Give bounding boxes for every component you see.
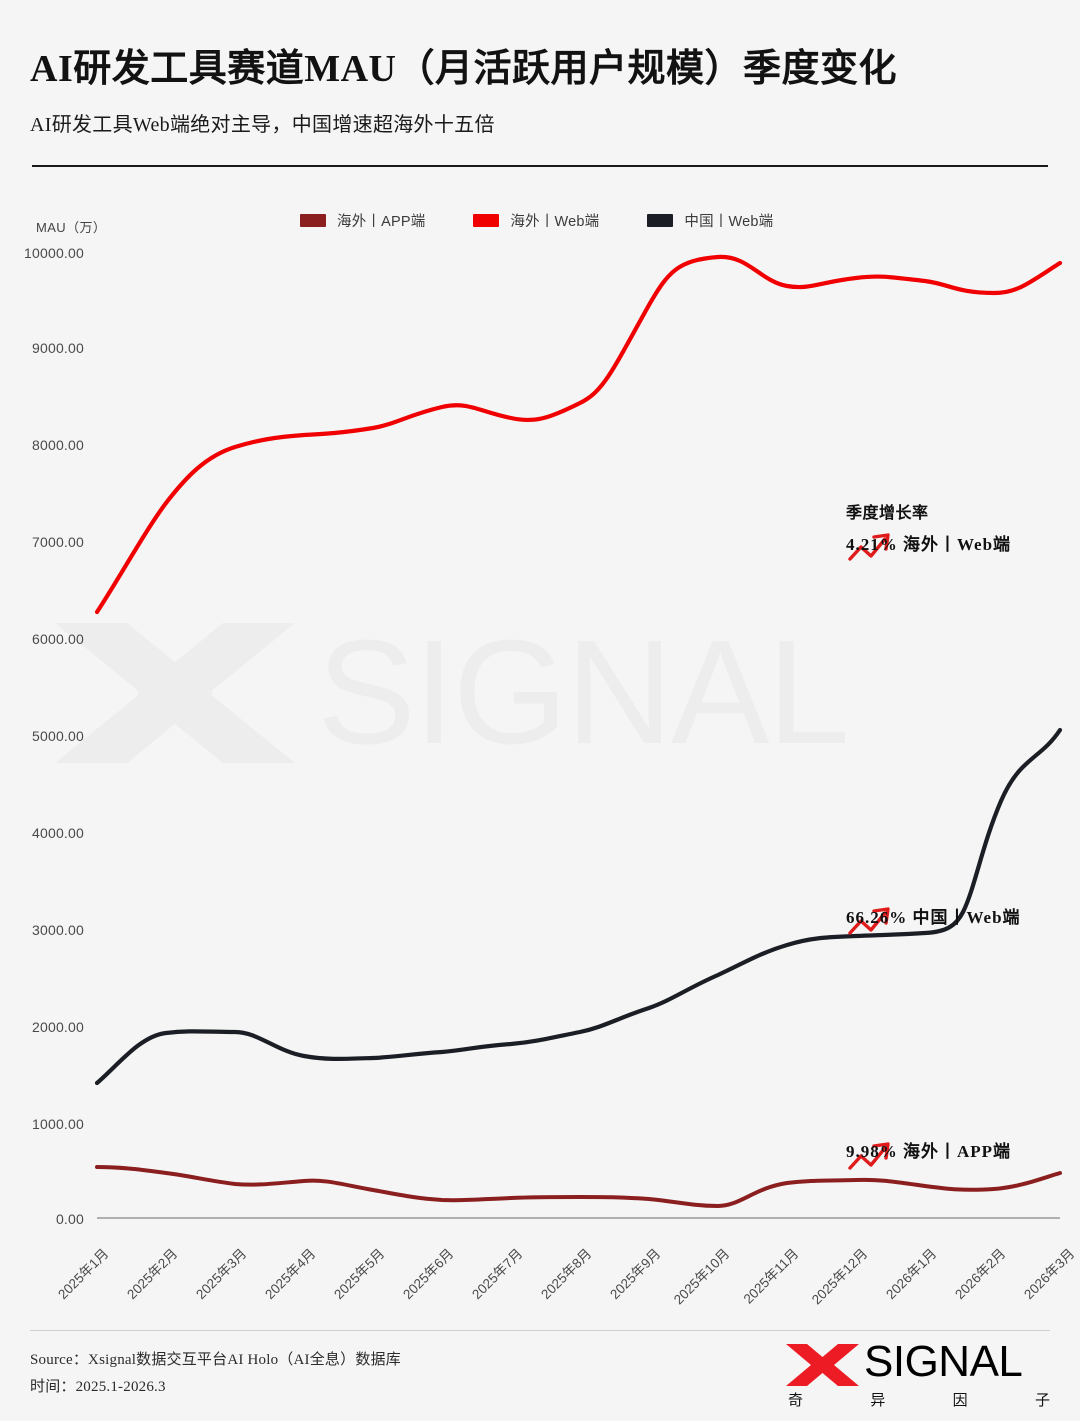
y-tick-8000: 8000.00	[31, 437, 84, 453]
legend-item-overseas-app[interactable]: 海外丨APP端	[300, 210, 425, 231]
legend-label-overseas-web: 海外丨Web端	[510, 214, 600, 230]
series-line-china-web	[94, 727, 1063, 1086]
footer-divider	[30, 1330, 1050, 1331]
growth-arrow-overseas-web	[848, 533, 890, 561]
growth-arrow-overseas-app	[848, 1142, 890, 1170]
annotation-overseas-app: 9.98% 海外丨APP端	[846, 1142, 1012, 1161]
brand-sub-char-3: 因	[952, 1392, 970, 1409]
series-line-overseas-web	[94, 254, 1063, 615]
brand-wordmark: SIGNAL	[864, 1337, 1023, 1386]
annotation-china-web: 66.26% 中国丨Web端	[846, 908, 1021, 927]
source-text: Source：Xsignal数据交互平台AI Holo（AI全息）数据库	[30, 1352, 401, 1368]
header-divider	[32, 165, 1048, 167]
brand-sub-char-2: 异	[870, 1392, 888, 1409]
header: AI研发工具赛道MAU（月活跃用户规模）季度变化 AI研发工具Web端绝对主导，…	[30, 48, 1050, 137]
growth-arrow-china-web	[848, 907, 890, 935]
annotation-growth-heading: 季度增长率	[846, 505, 929, 522]
y-tick-6000: 6000.00	[31, 631, 84, 647]
brand-sub-char-4: 子	[1034, 1392, 1052, 1409]
brand-logo: SIGNAL 奇 异 因 子	[782, 1340, 1052, 1412]
chart-legend: 海外丨APP端 海外丨Web端 中国丨Web端	[300, 210, 773, 231]
legend-swatch-overseas-app	[300, 214, 326, 227]
page-subtitle: AI研发工具Web端绝对主导，中国增速超海外十五倍	[30, 113, 495, 136]
brand-sub-char-1: 奇	[788, 1392, 806, 1409]
y-tick-7000: 7000.00	[31, 534, 84, 550]
footer: Source：Xsignal数据交互平台AI Holo（AI全息）数据库 时间：…	[0, 1330, 1080, 1421]
y-tick-10000: 10000.00	[24, 245, 84, 261]
y-tick-3000: 3000.00	[31, 922, 84, 938]
annotation-overseas-web: 4.21% 海外丨Web端	[846, 535, 1012, 554]
y-tick-2000: 2000.00	[31, 1019, 84, 1035]
y-tick-1000: 1000.00	[31, 1116, 84, 1132]
legend-swatch-overseas-web	[473, 214, 500, 227]
legend-item-china-web[interactable]: 中国丨Web端	[647, 210, 773, 231]
chart-plot	[94, 254, 1063, 1219]
series-line-overseas-app	[95, 1165, 1062, 1208]
y-tick-9000: 9000.00	[31, 340, 84, 356]
y-tick-5000: 5000.00	[31, 728, 84, 744]
brand-subtitle: 奇 异 因 子	[788, 1389, 1052, 1410]
chart-container: MAU（万） 海外丨APP端 海外丨Web端 中国丨Web端 SIGNAL	[0, 185, 1080, 1330]
y-axis-title: MAU（万）	[36, 220, 107, 235]
legend-label-overseas-app: 海外丨APP端	[337, 214, 426, 230]
y-tick-0: 0.00	[55, 1211, 84, 1227]
time-range-text: 时间：2025.1-2026.3	[30, 1379, 166, 1395]
y-tick-4000: 4000.00	[31, 825, 84, 841]
x-mark-icon	[786, 1344, 859, 1386]
legend-label-china-web: 中国丨Web端	[684, 214, 774, 230]
page-title: AI研发工具赛道MAU（月活跃用户规模）季度变化	[30, 48, 897, 90]
legend-item-overseas-web[interactable]: 海外丨Web端	[473, 210, 599, 231]
legend-swatch-china-web	[647, 214, 674, 227]
